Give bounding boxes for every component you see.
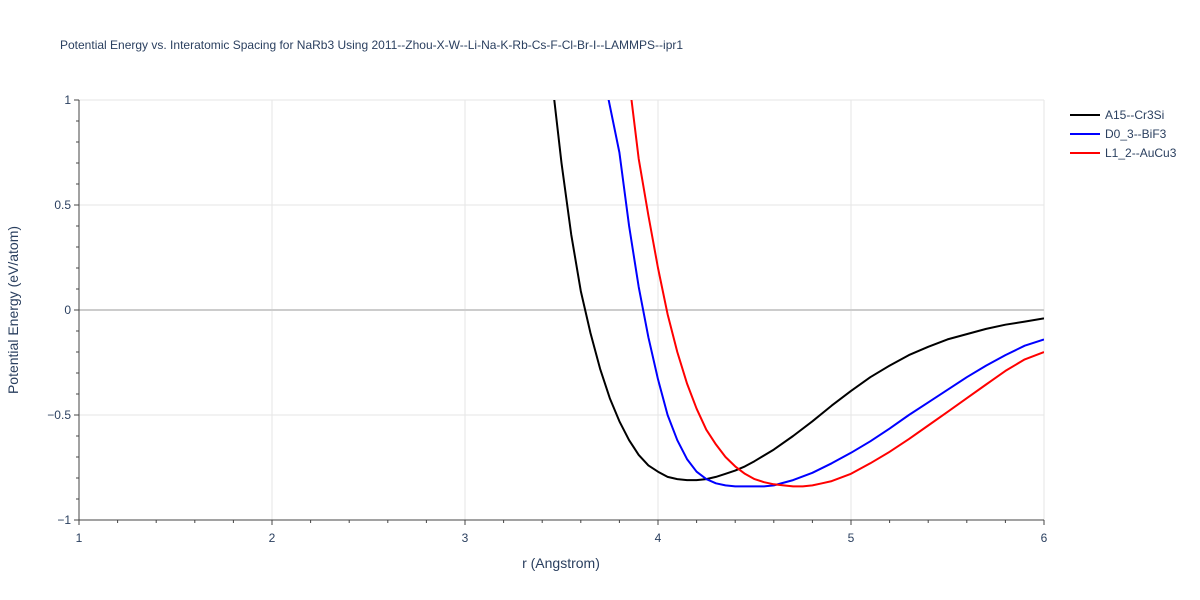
axes [74,99,1045,525]
x-tick-label: 4 [655,531,662,545]
x-tick-label: 3 [462,531,469,545]
series-line [630,100,1044,488]
grid [79,99,1045,520]
tick-labels: 1 2 3 4 5 6 −1 −0.5 0 0.5 1 [47,93,1047,545]
legend-label[interactable]: L1_2--AuCu3 [1105,146,1177,160]
x-tick-label: 5 [848,531,855,545]
x-tick-label: 6 [1041,531,1048,545]
chart-title: Potential Energy vs. Interatomic Spacing… [60,38,683,52]
x-axis-title: r (Angstrom) [522,555,600,571]
series-layer [553,100,1044,488]
x-tick-label: 1 [76,531,83,545]
y-tick-label: 0.5 [54,198,71,212]
legend-label[interactable]: A15--Cr3Si [1105,108,1164,122]
y-tick-label: 1 [64,93,71,107]
series-line [607,100,1044,488]
y-tick-label: 0 [64,303,71,317]
legend-label[interactable]: D0_3--BiF3 [1105,127,1167,141]
y-tick-label: −1 [57,513,71,527]
y-axis-title: Potential Energy (eV/atom) [5,226,21,394]
x-tick-label: 2 [269,531,276,545]
y-tick-label: −0.5 [47,408,71,422]
series-line [553,100,1044,482]
legend[interactable]: A15--Cr3Si D0_3--BiF3 L1_2--AuCu3 [1070,108,1177,160]
